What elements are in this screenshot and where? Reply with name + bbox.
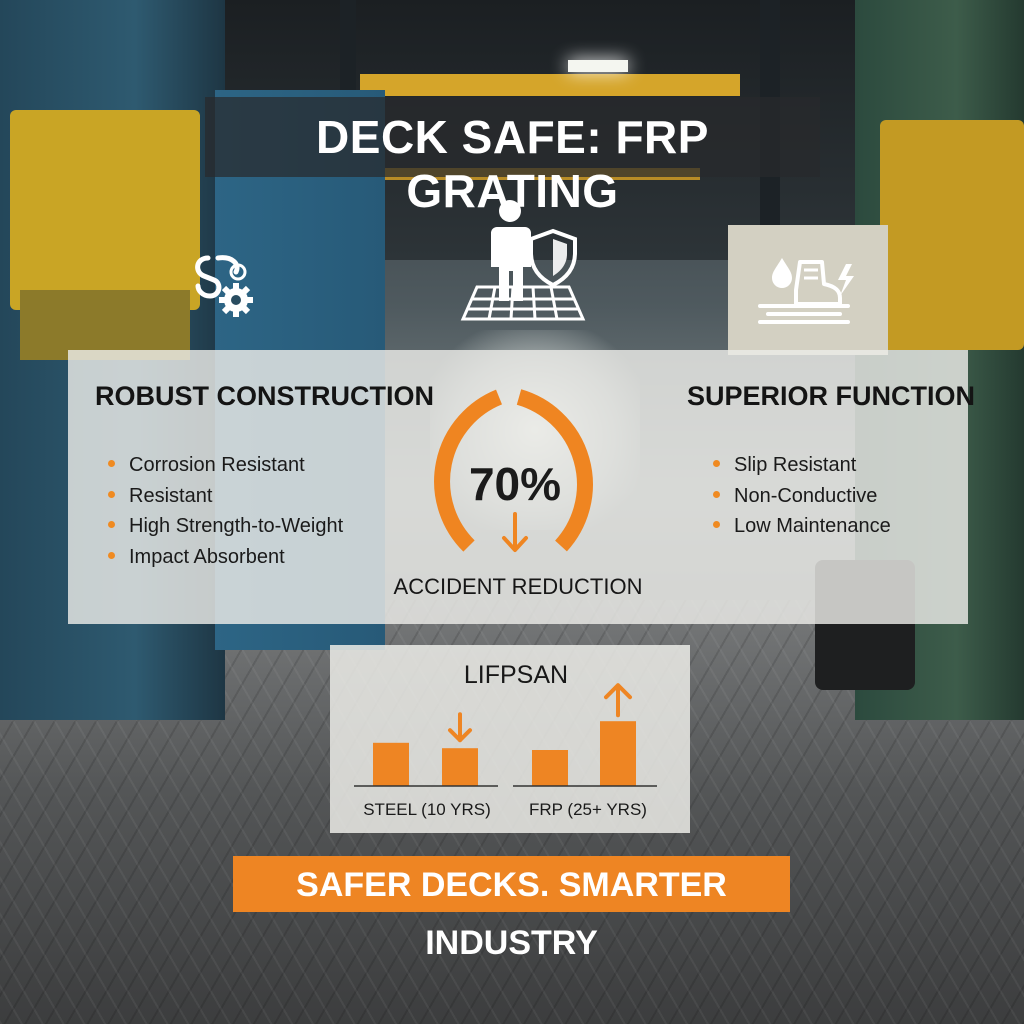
page-title: DECK SAFE: FRP GRATING <box>316 111 709 217</box>
bullet-dot <box>713 490 720 498</box>
chart-title: LIFPSAN <box>464 661 568 689</box>
gauge-arc-right <box>516 389 593 552</box>
tagline-text: SAFER DECKS. SMARTER INDUSTRY <box>296 866 727 962</box>
gauge-arc-left <box>434 389 503 552</box>
features-panel <box>68 350 968 624</box>
list-item: Corrosion Resistant <box>108 450 343 481</box>
bullet-dot <box>108 521 115 529</box>
list-item: Resistant <box>108 481 343 512</box>
boot-water-lightning-icon <box>758 258 854 324</box>
arrow-down-icon <box>502 512 528 552</box>
robust-construction-heading: ROBUST CONSTRUCTION <box>95 381 434 411</box>
yellow-press-head-right <box>880 120 1024 350</box>
overhead-crane-beam <box>360 74 740 96</box>
tagline-banner <box>233 856 790 912</box>
control-cabinet <box>728 225 888 355</box>
arrow-up-icon <box>604 683 632 718</box>
title-bar <box>205 97 820 177</box>
category-label: STEEL (10 YRS) <box>363 800 491 819</box>
superior-function-heading: SUPERIOR FUNCTION <box>687 381 976 411</box>
chart-bar <box>442 748 478 786</box>
bullet-dot <box>108 490 115 498</box>
bullet-dot <box>713 460 720 468</box>
list-item: Impact Absorbent <box>108 542 343 573</box>
gears-cog-icon <box>195 255 253 317</box>
press-base-left <box>20 290 190 360</box>
list-item: Non-Conductive <box>713 481 891 512</box>
category-label: FRP (25+ YRS) <box>529 800 647 819</box>
robust-feature-list: Corrosion Resistant Resistant High Stren… <box>108 450 343 572</box>
gauge-label: ACCIDENT REDUCTION <box>393 574 643 599</box>
ceiling-lamp <box>568 60 628 72</box>
chart-bar <box>600 721 636 786</box>
gauge-value: 70% <box>468 458 562 510</box>
bullet-dot <box>108 551 115 559</box>
worker-shield-on-grating-icon <box>460 200 586 321</box>
arrow-down-icon <box>448 712 472 743</box>
chart-bar <box>373 742 409 786</box>
list-item: Low Maintenance <box>713 511 891 542</box>
lifespan-chart: LIFPSAN STEEL (10 YRS) FRP (25+ YRS) <box>354 661 657 819</box>
superior-feature-list: Slip Resistant Non-Conductive Low Mainte… <box>713 450 891 542</box>
chart-bar <box>532 750 568 786</box>
list-item: Slip Resistant <box>713 450 891 481</box>
bullet-dot <box>108 460 115 468</box>
bullet-dot <box>713 521 720 529</box>
list-item: High Strength-to-Weight <box>108 511 343 542</box>
yellow-press-head-left <box>10 110 200 310</box>
accident-reduction-gauge <box>434 389 593 552</box>
